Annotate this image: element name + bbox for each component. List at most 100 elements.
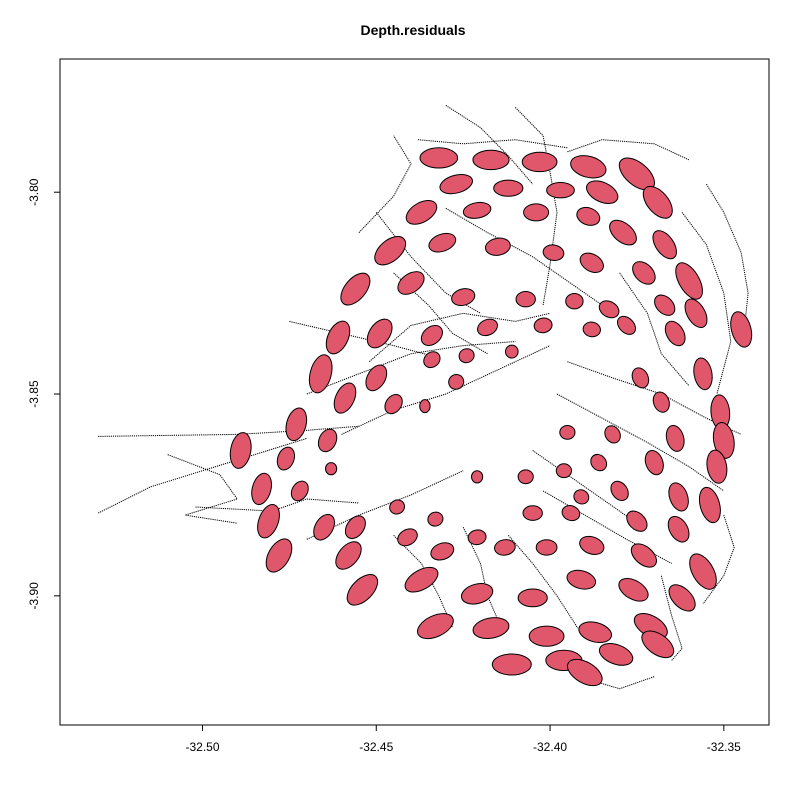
residual-ellipse (559, 425, 576, 440)
residual-ellipse (535, 539, 558, 556)
residual-ellipse (285, 407, 308, 442)
residual-ellipses (229, 147, 753, 687)
residual-ellipse (389, 499, 406, 515)
track-line (445, 104, 534, 185)
track-line (368, 312, 551, 363)
residual-ellipse (485, 237, 511, 256)
residual-ellipse (689, 553, 717, 590)
residual-ellipse (448, 374, 465, 390)
residual-ellipse (344, 515, 366, 540)
residual-ellipse (404, 566, 439, 593)
residual-ellipse (565, 293, 584, 310)
residual-ellipse (590, 453, 608, 472)
track-line (306, 341, 516, 395)
residual-ellipse (423, 351, 441, 369)
residual-ellipse (472, 149, 510, 171)
residual-ellipse (517, 469, 534, 485)
residual-ellipse (626, 510, 648, 532)
track-line (289, 320, 439, 359)
residual-ellipse (325, 320, 351, 355)
track-line (98, 425, 359, 437)
residual-ellipse (652, 230, 677, 260)
residual-ellipse (467, 529, 487, 546)
track-line (195, 498, 359, 512)
residual-ellipse (555, 463, 573, 479)
track-line (445, 207, 603, 306)
track-line (462, 526, 502, 629)
x-axis: -32.50 -32.45 -32.40 -32.35 (185, 725, 741, 754)
y-tick-label: -3.80 (27, 178, 41, 206)
residual-ellipse (290, 480, 309, 502)
residual-ellipse (417, 613, 454, 640)
residual-ellipse (333, 382, 357, 414)
residual-ellipse (573, 489, 590, 505)
track-line (702, 514, 735, 605)
residual-ellipse (505, 344, 519, 359)
residual-ellipse (229, 432, 252, 469)
residual-ellipse (430, 542, 455, 561)
x-tick-label: -32.50 (185, 740, 219, 754)
residual-ellipse (712, 421, 735, 459)
residual-ellipse (462, 201, 492, 219)
y-tick-label: -3.90 (27, 582, 41, 610)
track-line (532, 450, 638, 524)
residual-ellipse (668, 482, 689, 512)
residual-ellipse (374, 236, 407, 266)
chart-title: Depth.residuals (360, 22, 465, 38)
residual-ellipse (419, 147, 459, 169)
residual-ellipse (579, 535, 605, 555)
residual-ellipse (528, 625, 565, 647)
residual-ellipse (668, 584, 696, 612)
y-axis: -3.80 -3.85 -3.90 (27, 178, 60, 610)
residual-ellipse (471, 470, 484, 484)
residual-ellipse (546, 182, 575, 199)
residual-ellipse (533, 317, 553, 334)
residual-ellipse (642, 185, 673, 219)
residual-ellipse (570, 155, 607, 179)
residual-ellipse (579, 252, 604, 273)
residual-ellipse (451, 288, 476, 306)
residual-ellipse (313, 513, 335, 541)
residual-ellipse (317, 428, 338, 453)
y-tick-label: -3.85 (27, 380, 41, 408)
residual-ellipse (340, 272, 371, 306)
residual-ellipse (632, 261, 656, 285)
residual-ellipse (517, 588, 548, 608)
x-tick-label: -32.45 (359, 740, 393, 754)
residual-ellipse (460, 583, 494, 605)
residual-ellipse (693, 357, 713, 391)
track-line (393, 534, 454, 629)
residual-ellipse (276, 446, 296, 471)
residual-ellipse (523, 203, 550, 222)
residual-ellipse (325, 462, 338, 476)
track-line (97, 437, 307, 514)
track-line (417, 139, 568, 149)
residual-ellipse (604, 425, 621, 444)
track-line (705, 183, 749, 326)
residual-ellipse (515, 291, 536, 308)
residual-ellipse (631, 367, 650, 389)
track-line (507, 534, 579, 629)
residual-ellipse (420, 325, 443, 346)
residual-ellipse (491, 653, 532, 676)
residual-ellipse (308, 354, 333, 394)
track-line (556, 393, 725, 492)
residual-ellipse (335, 541, 362, 570)
residual-ellipse (265, 538, 293, 573)
x-tick-label: -32.40 (533, 740, 567, 754)
residual-ellipse (493, 179, 524, 197)
residual-ellipse (654, 294, 676, 316)
residual-ellipse (561, 505, 581, 522)
residual-ellipse (477, 318, 498, 337)
residual-ellipse (427, 511, 444, 527)
residual-ellipse (405, 200, 438, 225)
residual-ellipse (582, 321, 601, 338)
residual-ellipse (472, 617, 510, 640)
residual-ellipse (494, 539, 516, 556)
residual-ellipse (598, 300, 620, 319)
residual-ellipse (610, 480, 629, 501)
residual-ellipse (617, 315, 636, 335)
residual-ellipse (576, 206, 601, 226)
residual-ellipse (652, 391, 670, 413)
